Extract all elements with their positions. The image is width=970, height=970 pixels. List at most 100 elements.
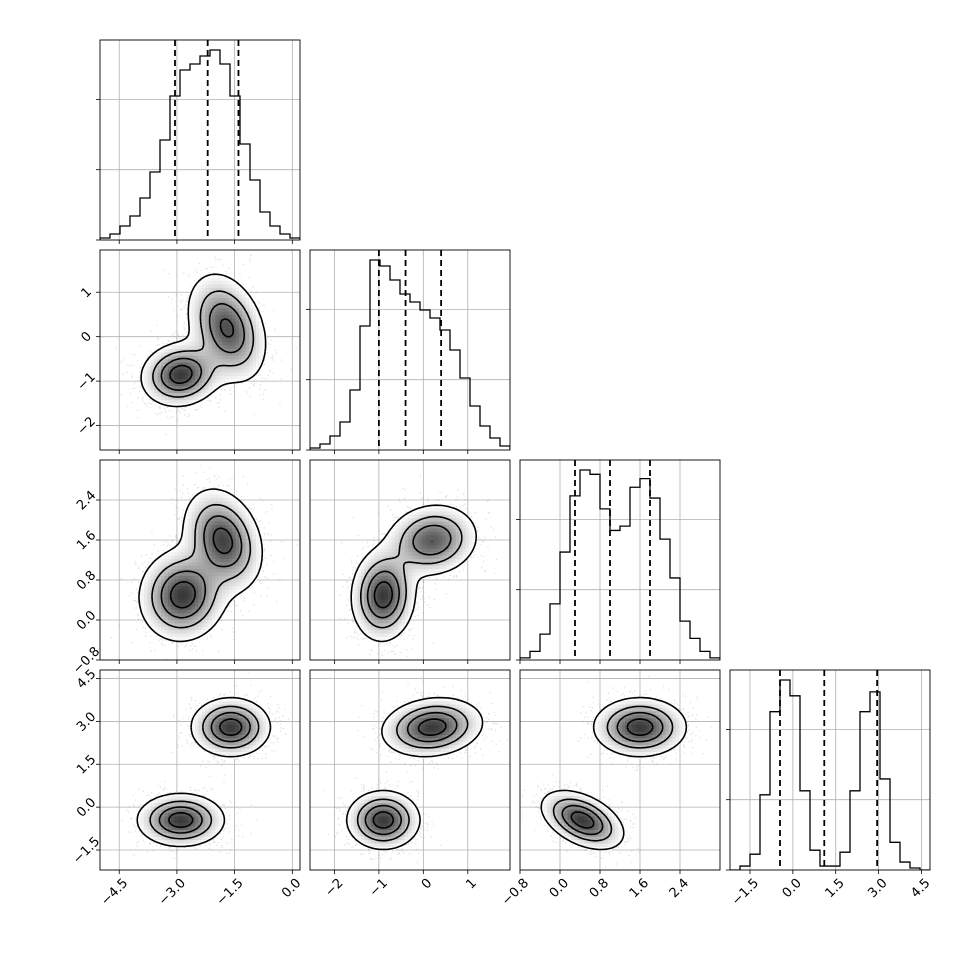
- density-cell: [157, 585, 162, 590]
- density-cell: [408, 714, 413, 719]
- density-cell: [215, 551, 220, 556]
- density-cell: [242, 724, 247, 729]
- density-cell: [239, 321, 243, 326]
- density-cell: [211, 612, 216, 617]
- density-cell: [442, 527, 447, 532]
- density-cell: [642, 700, 646, 705]
- density-cell: [205, 737, 210, 742]
- density-cell: [252, 328, 257, 332]
- density-cell: [161, 578, 165, 583]
- density-cell: [191, 815, 196, 820]
- density-cell: [205, 490, 210, 495]
- density-cell: [208, 829, 213, 834]
- density-cell: [252, 710, 257, 715]
- density-cell: [553, 812, 558, 817]
- density-cell: [398, 842, 403, 847]
- density-cell: [181, 575, 186, 580]
- density-cell: [235, 375, 240, 380]
- density-cell: [191, 355, 196, 360]
- density-cell: [398, 836, 403, 841]
- density-cell: [198, 626, 203, 631]
- density-cell: [232, 588, 237, 593]
- density-cell: [391, 802, 396, 807]
- density-cell: [178, 602, 182, 607]
- density-cell: [249, 524, 254, 529]
- density-cell: [408, 510, 413, 515]
- density-cell: [638, 714, 643, 719]
- density-cell: [211, 297, 216, 302]
- density-cell: [438, 734, 443, 739]
- density-cell: [215, 334, 220, 339]
- density-cell: [367, 626, 372, 631]
- density-cell: [228, 707, 233, 712]
- density-cell: [452, 724, 457, 729]
- density-cell: [381, 812, 386, 817]
- density-cell: [557, 792, 562, 796]
- density-cell: [557, 825, 562, 830]
- density-cell: [364, 839, 369, 844]
- density-cell: [452, 744, 457, 749]
- density-cell: [259, 331, 264, 336]
- density-cell: [215, 592, 220, 597]
- density-cell: [401, 619, 406, 624]
- density-cell: [242, 731, 247, 735]
- density-cell: [191, 798, 196, 803]
- density-cell: [188, 311, 193, 315]
- density-cell: [249, 317, 254, 322]
- density-cell: [205, 307, 210, 312]
- density-cell: [208, 748, 213, 752]
- density-cell: [222, 571, 226, 576]
- density-cell: [198, 558, 203, 563]
- density-cell: [161, 605, 165, 610]
- density-cell: [181, 378, 186, 383]
- density-cell: [174, 575, 179, 580]
- density-cell: [384, 839, 389, 844]
- density-cell: [594, 829, 599, 834]
- density-cell: [194, 565, 199, 570]
- density-cell: [418, 558, 423, 563]
- density-cell: [245, 744, 250, 749]
- density-cell: [645, 734, 650, 739]
- density-cell: [374, 595, 379, 600]
- density-cell: [455, 510, 460, 515]
- density-cell: [665, 724, 670, 729]
- density-cell: [381, 609, 386, 614]
- density-cell: [228, 565, 233, 570]
- density-cell: [211, 507, 216, 512]
- density-cell: [164, 571, 169, 576]
- density-cell: [225, 497, 230, 502]
- density-cell: [235, 575, 240, 580]
- density-cell: [181, 568, 186, 573]
- density-cell: [608, 731, 613, 735]
- density-cell: [611, 734, 616, 739]
- density-cell: [662, 714, 667, 719]
- density-cell: [394, 585, 399, 590]
- density-cell: [388, 802, 392, 807]
- density-cell: [225, 351, 230, 356]
- density-cell: [225, 307, 230, 312]
- density-cell: [225, 368, 230, 373]
- density-cell: [235, 358, 240, 363]
- density-cell: [604, 832, 609, 837]
- density-cell: [218, 575, 223, 580]
- density-cell: [469, 727, 474, 732]
- density-cell: [194, 588, 199, 593]
- density-cell: [394, 632, 399, 637]
- density-cell: [249, 707, 254, 712]
- density-cell: [218, 300, 223, 305]
- density-cell: [367, 792, 372, 796]
- density-cell: [164, 582, 169, 586]
- density-cell: [164, 605, 169, 610]
- density-cell: [608, 812, 613, 817]
- density-cell: [425, 534, 430, 539]
- density-cell: [357, 822, 362, 827]
- density-cell: [445, 524, 450, 529]
- density-cell: [245, 565, 250, 570]
- density-cell: [208, 609, 213, 614]
- density-cell: [367, 825, 372, 830]
- density-cell: [391, 731, 396, 735]
- density-cell: [167, 599, 172, 603]
- density-cell: [181, 636, 186, 641]
- density-cell: [584, 795, 589, 800]
- density-cell: [459, 548, 464, 553]
